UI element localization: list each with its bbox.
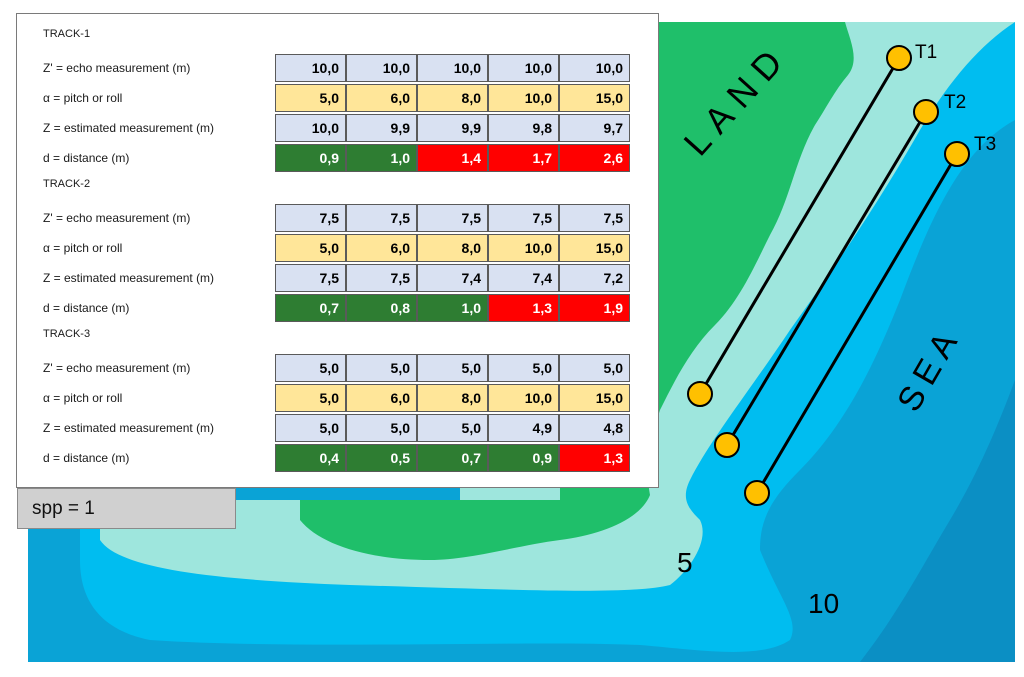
- table-cell-est: 4,8: [559, 414, 630, 442]
- table-cell-est: 7,5: [275, 264, 346, 292]
- contour-10-label: 10: [808, 588, 839, 619]
- table-cell-echo: 7,5: [559, 204, 630, 232]
- table-cell-est: 5,0: [275, 414, 346, 442]
- table-cell-est: 9,9: [417, 114, 488, 142]
- track-2-line: [725, 111, 928, 446]
- table-cell-pitch: 5,0: [275, 84, 346, 112]
- table-cell-echo: 5,0: [275, 354, 346, 382]
- table-cell-echo: 10,0: [417, 54, 488, 82]
- track-1-line: [698, 57, 901, 395]
- table-cell-echo: 5,0: [417, 354, 488, 382]
- table-cell-echo: 10,0: [559, 54, 630, 82]
- table-cell-pitch: 6,0: [346, 234, 417, 262]
- row-label-dist: d = distance (m): [43, 301, 130, 315]
- table-cell-dist: 0,8: [346, 294, 417, 322]
- track-2-start-node: [913, 99, 939, 125]
- track-2-title: TRACK-2: [43, 178, 91, 190]
- table-cell-pitch: 15,0: [559, 84, 630, 112]
- row-label-echo: Z' = echo measurement (m): [43, 61, 191, 75]
- measurement-table-panel: TRACK-1 Z' = echo measurement (m) 10,0 10,0…: [16, 13, 659, 488]
- row-label-est: Z = estimated measurement (m): [43, 421, 215, 435]
- table-cell-echo: 10,0: [488, 54, 559, 82]
- table-cell-pitch: 15,0: [559, 234, 630, 262]
- table-cell-dist: 1,0: [346, 144, 417, 172]
- table-cell-est: 10,0: [275, 114, 346, 142]
- table-cell-echo: 10,0: [346, 54, 417, 82]
- table-cell-pitch: 5,0: [275, 234, 346, 262]
- track-1-title: TRACK-1: [43, 28, 91, 40]
- deepest-channel: [860, 22, 1015, 662]
- track-3-line: [755, 153, 959, 494]
- table-cell-echo: 5,0: [488, 354, 559, 382]
- table-cell-est: 7,4: [488, 264, 559, 292]
- row-label-dist: d = distance (m): [43, 451, 130, 465]
- table-cell-echo: 7,5: [488, 204, 559, 232]
- track-3-start-node: [944, 141, 970, 167]
- table-cell-pitch: 6,0: [346, 384, 417, 412]
- table-cell-est: 5,0: [346, 414, 417, 442]
- table-cell-pitch: 8,0: [417, 234, 488, 262]
- track-3-end-node: [744, 480, 770, 506]
- row-label-pitch: α = pitch or roll: [43, 241, 123, 255]
- table-cell-est: 7,2: [559, 264, 630, 292]
- table-cell-dist: 1,3: [559, 444, 630, 472]
- table-cell-dist: 2,6: [559, 144, 630, 172]
- table-cell-pitch: 10,0: [488, 84, 559, 112]
- table-cell-dist: 0,4: [275, 444, 346, 472]
- row-label-pitch: α = pitch or roll: [43, 391, 123, 405]
- table-cell-dist: 0,7: [275, 294, 346, 322]
- table-cell-est: 9,9: [346, 114, 417, 142]
- table-cell-pitch: 6,0: [346, 84, 417, 112]
- table-cell-dist: 0,9: [488, 444, 559, 472]
- table-cell-echo: 7,5: [275, 204, 346, 232]
- table-cell-est: 7,4: [417, 264, 488, 292]
- track-3-label: T3: [974, 134, 996, 155]
- table-cell-pitch: 15,0: [559, 384, 630, 412]
- row-label-est: Z = estimated measurement (m): [43, 271, 215, 285]
- track-3-title: TRACK-3: [43, 328, 91, 340]
- table-cell-est: 9,8: [488, 114, 559, 142]
- spp-indicator: spp = 1: [17, 488, 236, 529]
- table-cell-echo: 7,5: [417, 204, 488, 232]
- row-label-est: Z = estimated measurement (m): [43, 121, 215, 135]
- table-cell-est: 9,7: [559, 114, 630, 142]
- table-cell-est: 4,9: [488, 414, 559, 442]
- table-cell-echo: 10,0: [275, 54, 346, 82]
- table-cell-echo: 5,0: [559, 354, 630, 382]
- row-label-dist: d = distance (m): [43, 151, 130, 165]
- table-cell-pitch: 8,0: [417, 384, 488, 412]
- table-cell-dist: 0,7: [417, 444, 488, 472]
- track-2-label: T2: [944, 92, 966, 113]
- track-1-end-node: [687, 381, 713, 407]
- contour-5-label: 5: [677, 547, 693, 578]
- table-cell-dist: 1,9: [559, 294, 630, 322]
- row-label-echo: Z' = echo measurement (m): [43, 211, 191, 225]
- table-cell-est: 7,5: [346, 264, 417, 292]
- track-1-label: T1: [915, 42, 937, 63]
- table-cell-echo: 7,5: [346, 204, 417, 232]
- table-cell-pitch: 10,0: [488, 384, 559, 412]
- table-cell-dist: 1,7: [488, 144, 559, 172]
- track-1-start-node: [886, 45, 912, 71]
- table-cell-dist: 1,4: [417, 144, 488, 172]
- table-cell-dist: 0,9: [275, 144, 346, 172]
- table-cell-pitch: 5,0: [275, 384, 346, 412]
- row-label-echo: Z' = echo measurement (m): [43, 361, 191, 375]
- table-cell-dist: 1,3: [488, 294, 559, 322]
- table-cell-dist: 0,5: [346, 444, 417, 472]
- track-2-end-node: [714, 432, 740, 458]
- table-cell-echo: 5,0: [346, 354, 417, 382]
- table-cell-dist: 1,0: [417, 294, 488, 322]
- row-label-pitch: α = pitch or roll: [43, 91, 123, 105]
- table-cell-est: 5,0: [417, 414, 488, 442]
- table-cell-pitch: 8,0: [417, 84, 488, 112]
- table-cell-pitch: 10,0: [488, 234, 559, 262]
